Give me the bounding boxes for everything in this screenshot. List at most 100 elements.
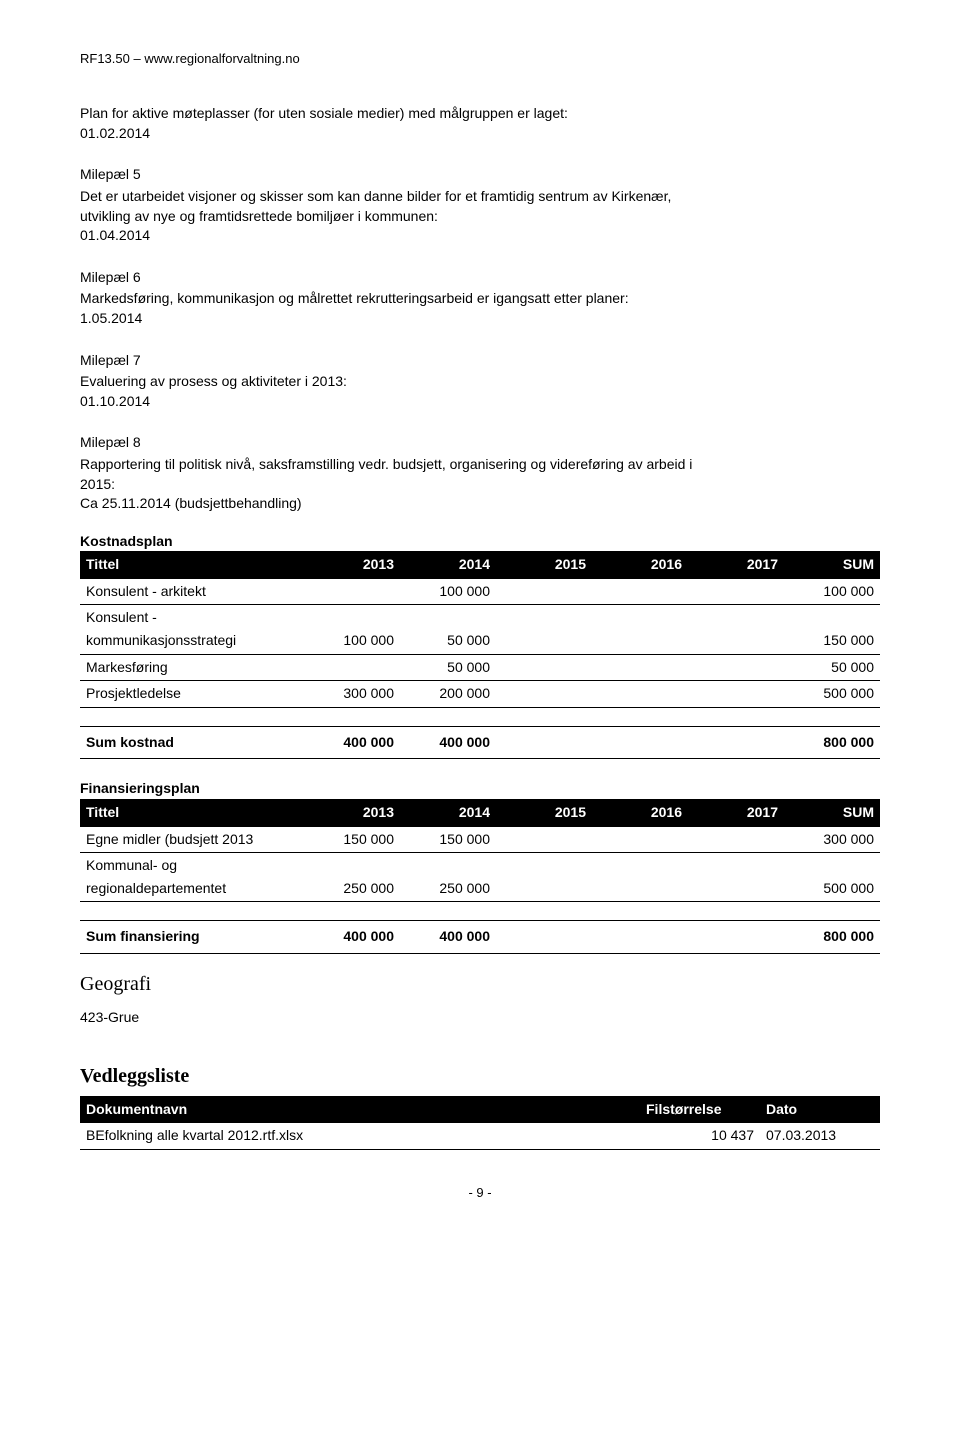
- cell-2015: [496, 654, 592, 681]
- cell-title: Prosjektledelse: [80, 681, 304, 708]
- kostnadsplan-sum-table: Sum kostnad 400 000 400 000 800 000: [80, 726, 880, 760]
- col-2013: 2013: [304, 551, 400, 579]
- col-2015: 2015: [496, 551, 592, 579]
- table-row: Egne midler (budsjett 2013 150 000 150 0…: [80, 827, 880, 853]
- mp7-line1: Evaluering av prosess og aktiviteter i 2…: [80, 372, 880, 392]
- sum-label: Sum kostnad: [80, 726, 304, 759]
- table-row: kommunikasjonsstrategi 100 000 50 000 15…: [80, 628, 880, 654]
- sum-2016: [592, 921, 688, 954]
- cell-2013: 100 000: [304, 628, 400, 654]
- sum-2013: 400 000: [304, 921, 400, 954]
- table-row: Konsulent - arkitekt 100 000 100 000: [80, 579, 880, 605]
- table-header-row: Tittel 2013 2014 2015 2016 2017 SUM: [80, 799, 880, 827]
- cell-2013: [304, 654, 400, 681]
- cell-2015: [496, 579, 592, 605]
- sum-2013: 400 000: [304, 726, 400, 759]
- cell-sum: 300 000: [784, 827, 880, 853]
- cell-title: Konsulent - arkitekt: [80, 579, 304, 605]
- cell-title: Markesføring: [80, 654, 304, 681]
- sum-total: 800 000: [784, 726, 880, 759]
- cell-2015: [496, 876, 592, 902]
- milepael-5-title: Milepæl 5: [80, 165, 880, 185]
- col-dato: Dato: [760, 1096, 880, 1124]
- mp8-line3: Ca 25.11.2014 (budsjettbehandling): [80, 494, 880, 514]
- cell-2017: [688, 876, 784, 902]
- col-sum: SUM: [784, 551, 880, 579]
- cell-2014: 50 000: [400, 654, 496, 681]
- cell-title-part1: Kommunal- og: [80, 853, 304, 876]
- geografi-heading: Geografi: [80, 970, 880, 998]
- cell-2014: 200 000: [400, 681, 496, 708]
- cell-2017: [688, 827, 784, 853]
- doc-header: RF13.50 – www.regionalforvaltning.no: [80, 50, 880, 68]
- mp6-line1: Markedsføring, kommunikasjon og målrette…: [80, 289, 880, 309]
- cell-2014: 50 000: [400, 628, 496, 654]
- sum-2017: [688, 726, 784, 759]
- col-2016: 2016: [592, 799, 688, 827]
- vedleggsliste-table: Dokumentnavn Filstørrelse Dato BEfolknin…: [80, 1096, 880, 1150]
- table-header-row: Dokumentnavn Filstørrelse Dato: [80, 1096, 880, 1124]
- finansieringsplan-table: Tittel 2013 2014 2015 2016 2017 SUM Egne…: [80, 799, 880, 902]
- cell-title-part1: Konsulent -: [80, 605, 304, 628]
- geografi-value: 423-Grue: [80, 1008, 880, 1028]
- cell-2016: [592, 579, 688, 605]
- milepael-8-title: Milepæl 8: [80, 433, 880, 453]
- table-row: regionaldepartementet 250 000 250 000 50…: [80, 876, 880, 902]
- mp7-line2: 01.10.2014: [80, 392, 880, 412]
- cell-2016: [592, 827, 688, 853]
- cell-2013: 150 000: [304, 827, 400, 853]
- kostnadsplan-heading: Kostnadsplan: [80, 532, 880, 552]
- milepael-5-body: Det er utarbeidet visjoner og skisser so…: [80, 187, 880, 246]
- table-row: Markesføring 50 000 50 000: [80, 654, 880, 681]
- cell-2016: [592, 628, 688, 654]
- sum-row: Sum kostnad 400 000 400 000 800 000: [80, 726, 880, 759]
- cell-sum: 500 000: [784, 876, 880, 902]
- table-row: Kommunal- og: [80, 853, 880, 876]
- mp5-line2: utvikling av nye og framtidsrettede bomi…: [80, 207, 880, 227]
- table-row: Prosjektledelse 300 000 200 000 500 000: [80, 681, 880, 708]
- col-dokumentnavn: Dokumentnavn: [80, 1096, 640, 1124]
- cell-2014: 150 000: [400, 827, 496, 853]
- col-sum: SUM: [784, 799, 880, 827]
- cell-2017: [688, 654, 784, 681]
- cell-2016: [592, 876, 688, 902]
- table-row: BEfolkning alle kvartal 2012.rtf.xlsx 10…: [80, 1123, 880, 1149]
- cell-2015: [496, 628, 592, 654]
- col-tittel: Tittel: [80, 551, 304, 579]
- sum-total: 800 000: [784, 921, 880, 954]
- col-2014: 2014: [400, 799, 496, 827]
- milepael-7-title: Milepæl 7: [80, 351, 880, 371]
- col-2014: 2014: [400, 551, 496, 579]
- cell-2016: [592, 681, 688, 708]
- cell-title: kommunikasjonsstrategi: [80, 628, 304, 654]
- sum-2017: [688, 921, 784, 954]
- cell-2017: [688, 579, 784, 605]
- mp8-line2: 2015:: [80, 475, 880, 495]
- intro-paragraph: Plan for aktive møteplasser (for uten so…: [80, 104, 880, 143]
- table-header-row: Tittel 2013 2014 2015 2016 2017 SUM: [80, 551, 880, 579]
- mp5-line1: Det er utarbeidet visjoner og skisser so…: [80, 187, 880, 207]
- sum-row: Sum finansiering 400 000 400 000 800 000: [80, 921, 880, 954]
- kostnadsplan-table: Tittel 2013 2014 2015 2016 2017 SUM Kons…: [80, 551, 880, 708]
- cell-2013: 300 000: [304, 681, 400, 708]
- col-filstorrelse: Filstørrelse: [640, 1096, 760, 1124]
- cell-2015: [496, 827, 592, 853]
- cell-filstorrelse: 10 437: [640, 1123, 760, 1149]
- col-2017: 2017: [688, 799, 784, 827]
- col-2013: 2013: [304, 799, 400, 827]
- sum-2015: [496, 726, 592, 759]
- cell-2014: 100 000: [400, 579, 496, 605]
- finansieringsplan-heading: Finansieringsplan: [80, 779, 880, 799]
- cell-2017: [688, 628, 784, 654]
- col-tittel: Tittel: [80, 799, 304, 827]
- cell-title: regionaldepartementet: [80, 876, 304, 902]
- cell-sum: 100 000: [784, 579, 880, 605]
- sum-2014: 400 000: [400, 921, 496, 954]
- cell-2017: [688, 681, 784, 708]
- cell-sum: 150 000: [784, 628, 880, 654]
- col-2017: 2017: [688, 551, 784, 579]
- cell-dokumentnavn: BEfolkning alle kvartal 2012.rtf.xlsx: [80, 1123, 640, 1149]
- finansieringsplan-sum-table: Sum finansiering 400 000 400 000 800 000: [80, 920, 880, 954]
- cell-sum: 500 000: [784, 681, 880, 708]
- col-2016: 2016: [592, 551, 688, 579]
